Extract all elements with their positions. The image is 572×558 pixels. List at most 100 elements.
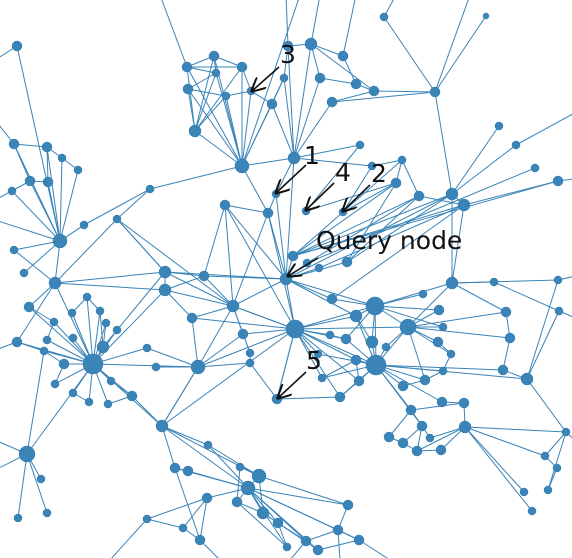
graph-edge	[197, 333, 244, 368]
graph-edge	[371, 159, 403, 167]
graph-node	[67, 308, 77, 318]
graph-node	[340, 333, 352, 345]
graph-node	[262, 207, 274, 219]
graph-node	[145, 184, 155, 194]
graph-node	[287, 250, 299, 262]
node-5-annotation: 5	[278, 346, 322, 398]
graph-edge	[174, 467, 201, 541]
graph-node	[497, 364, 509, 376]
graph-node	[219, 199, 231, 211]
graph-node	[435, 444, 447, 456]
graph-node	[188, 124, 202, 138]
graph-edge	[241, 157, 295, 167]
graph-edge	[493, 281, 560, 312]
graph-edge	[310, 0, 320, 45]
graph-node	[411, 445, 423, 457]
graph-edge	[13, 143, 31, 182]
graph-node	[245, 358, 255, 368]
graph-node	[246, 86, 256, 96]
graph-edge	[294, 328, 323, 379]
graph-edge	[283, 45, 289, 79]
graph-node	[287, 151, 301, 165]
graph-edge	[451, 279, 559, 284]
graph-node	[236, 61, 248, 73]
graph-node	[458, 420, 472, 434]
graph-edge	[131, 395, 163, 427]
graph-edge	[544, 431, 567, 457]
node-1-arrow	[276, 164, 307, 193]
graph-edge	[451, 282, 507, 313]
graph-node	[178, 523, 188, 533]
graph-edge	[116, 218, 234, 307]
graph-node	[42, 176, 54, 188]
graph-node	[112, 214, 122, 224]
graph-edge	[463, 180, 559, 206]
graph-edge	[164, 271, 205, 277]
graph-node	[155, 419, 169, 433]
graph-node	[365, 296, 385, 316]
graph-node	[350, 354, 362, 366]
graph-node	[355, 140, 365, 150]
graph-node	[397, 155, 407, 165]
graph-node	[561, 427, 571, 437]
graph-edge	[321, 359, 357, 379]
graph-node	[553, 275, 563, 285]
graph-node	[365, 335, 379, 349]
graph-edge	[285, 193, 453, 280]
node-2-label: 2	[371, 159, 387, 188]
graph-edge	[236, 501, 288, 548]
graph-edge	[28, 306, 94, 365]
graph-edge	[318, 204, 465, 269]
graph-edge	[13, 240, 61, 251]
graph-node	[68, 333, 78, 343]
graph-node	[142, 343, 152, 353]
graph-edge	[83, 188, 151, 226]
graph-edge	[111, 518, 148, 558]
graph-node	[103, 399, 113, 409]
graph-edge	[161, 328, 296, 427]
graph-node	[341, 256, 353, 268]
graph-node	[169, 462, 181, 474]
graph-node	[126, 390, 138, 402]
graph-edge	[401, 159, 420, 197]
graph-node	[194, 534, 206, 546]
graph-edge	[232, 305, 296, 330]
graph-node	[390, 177, 402, 189]
graph-edge	[374, 305, 440, 311]
graph-edge	[224, 204, 269, 214]
graph-node	[416, 420, 428, 432]
graph-edge	[383, 16, 436, 93]
graph-edge	[203, 275, 234, 307]
node-3-arrow	[252, 66, 280, 91]
graph-node	[211, 68, 221, 78]
graph-edge	[54, 218, 118, 284]
graph-edge	[294, 328, 341, 398]
graph-edge	[236, 466, 241, 503]
graph-node	[240, 480, 256, 496]
graph-node	[543, 485, 553, 495]
graph-edge	[285, 0, 289, 47]
graph-node	[151, 362, 161, 372]
graph-node	[68, 388, 78, 398]
graph-edge	[146, 518, 184, 529]
graph-node	[82, 292, 92, 302]
graph-edge	[292, 182, 397, 257]
graph-edge	[224, 204, 234, 307]
graph-node	[438, 322, 448, 332]
graph-edge	[407, 326, 452, 355]
query-node-label: Query node	[316, 226, 462, 255]
graph-node	[334, 391, 346, 403]
graph-node	[201, 492, 213, 504]
graph-edge	[197, 305, 234, 368]
graph-edge	[26, 363, 94, 455]
graph-node	[445, 187, 459, 201]
graph-edge	[232, 212, 269, 307]
graph-edge	[187, 88, 243, 167]
graph-node	[142, 514, 152, 524]
graph-node	[368, 85, 380, 97]
graph-edge	[434, 15, 487, 93]
graph-edge	[241, 0, 299, 167]
graph-node	[79, 220, 89, 230]
graph-edge	[194, 130, 243, 167]
